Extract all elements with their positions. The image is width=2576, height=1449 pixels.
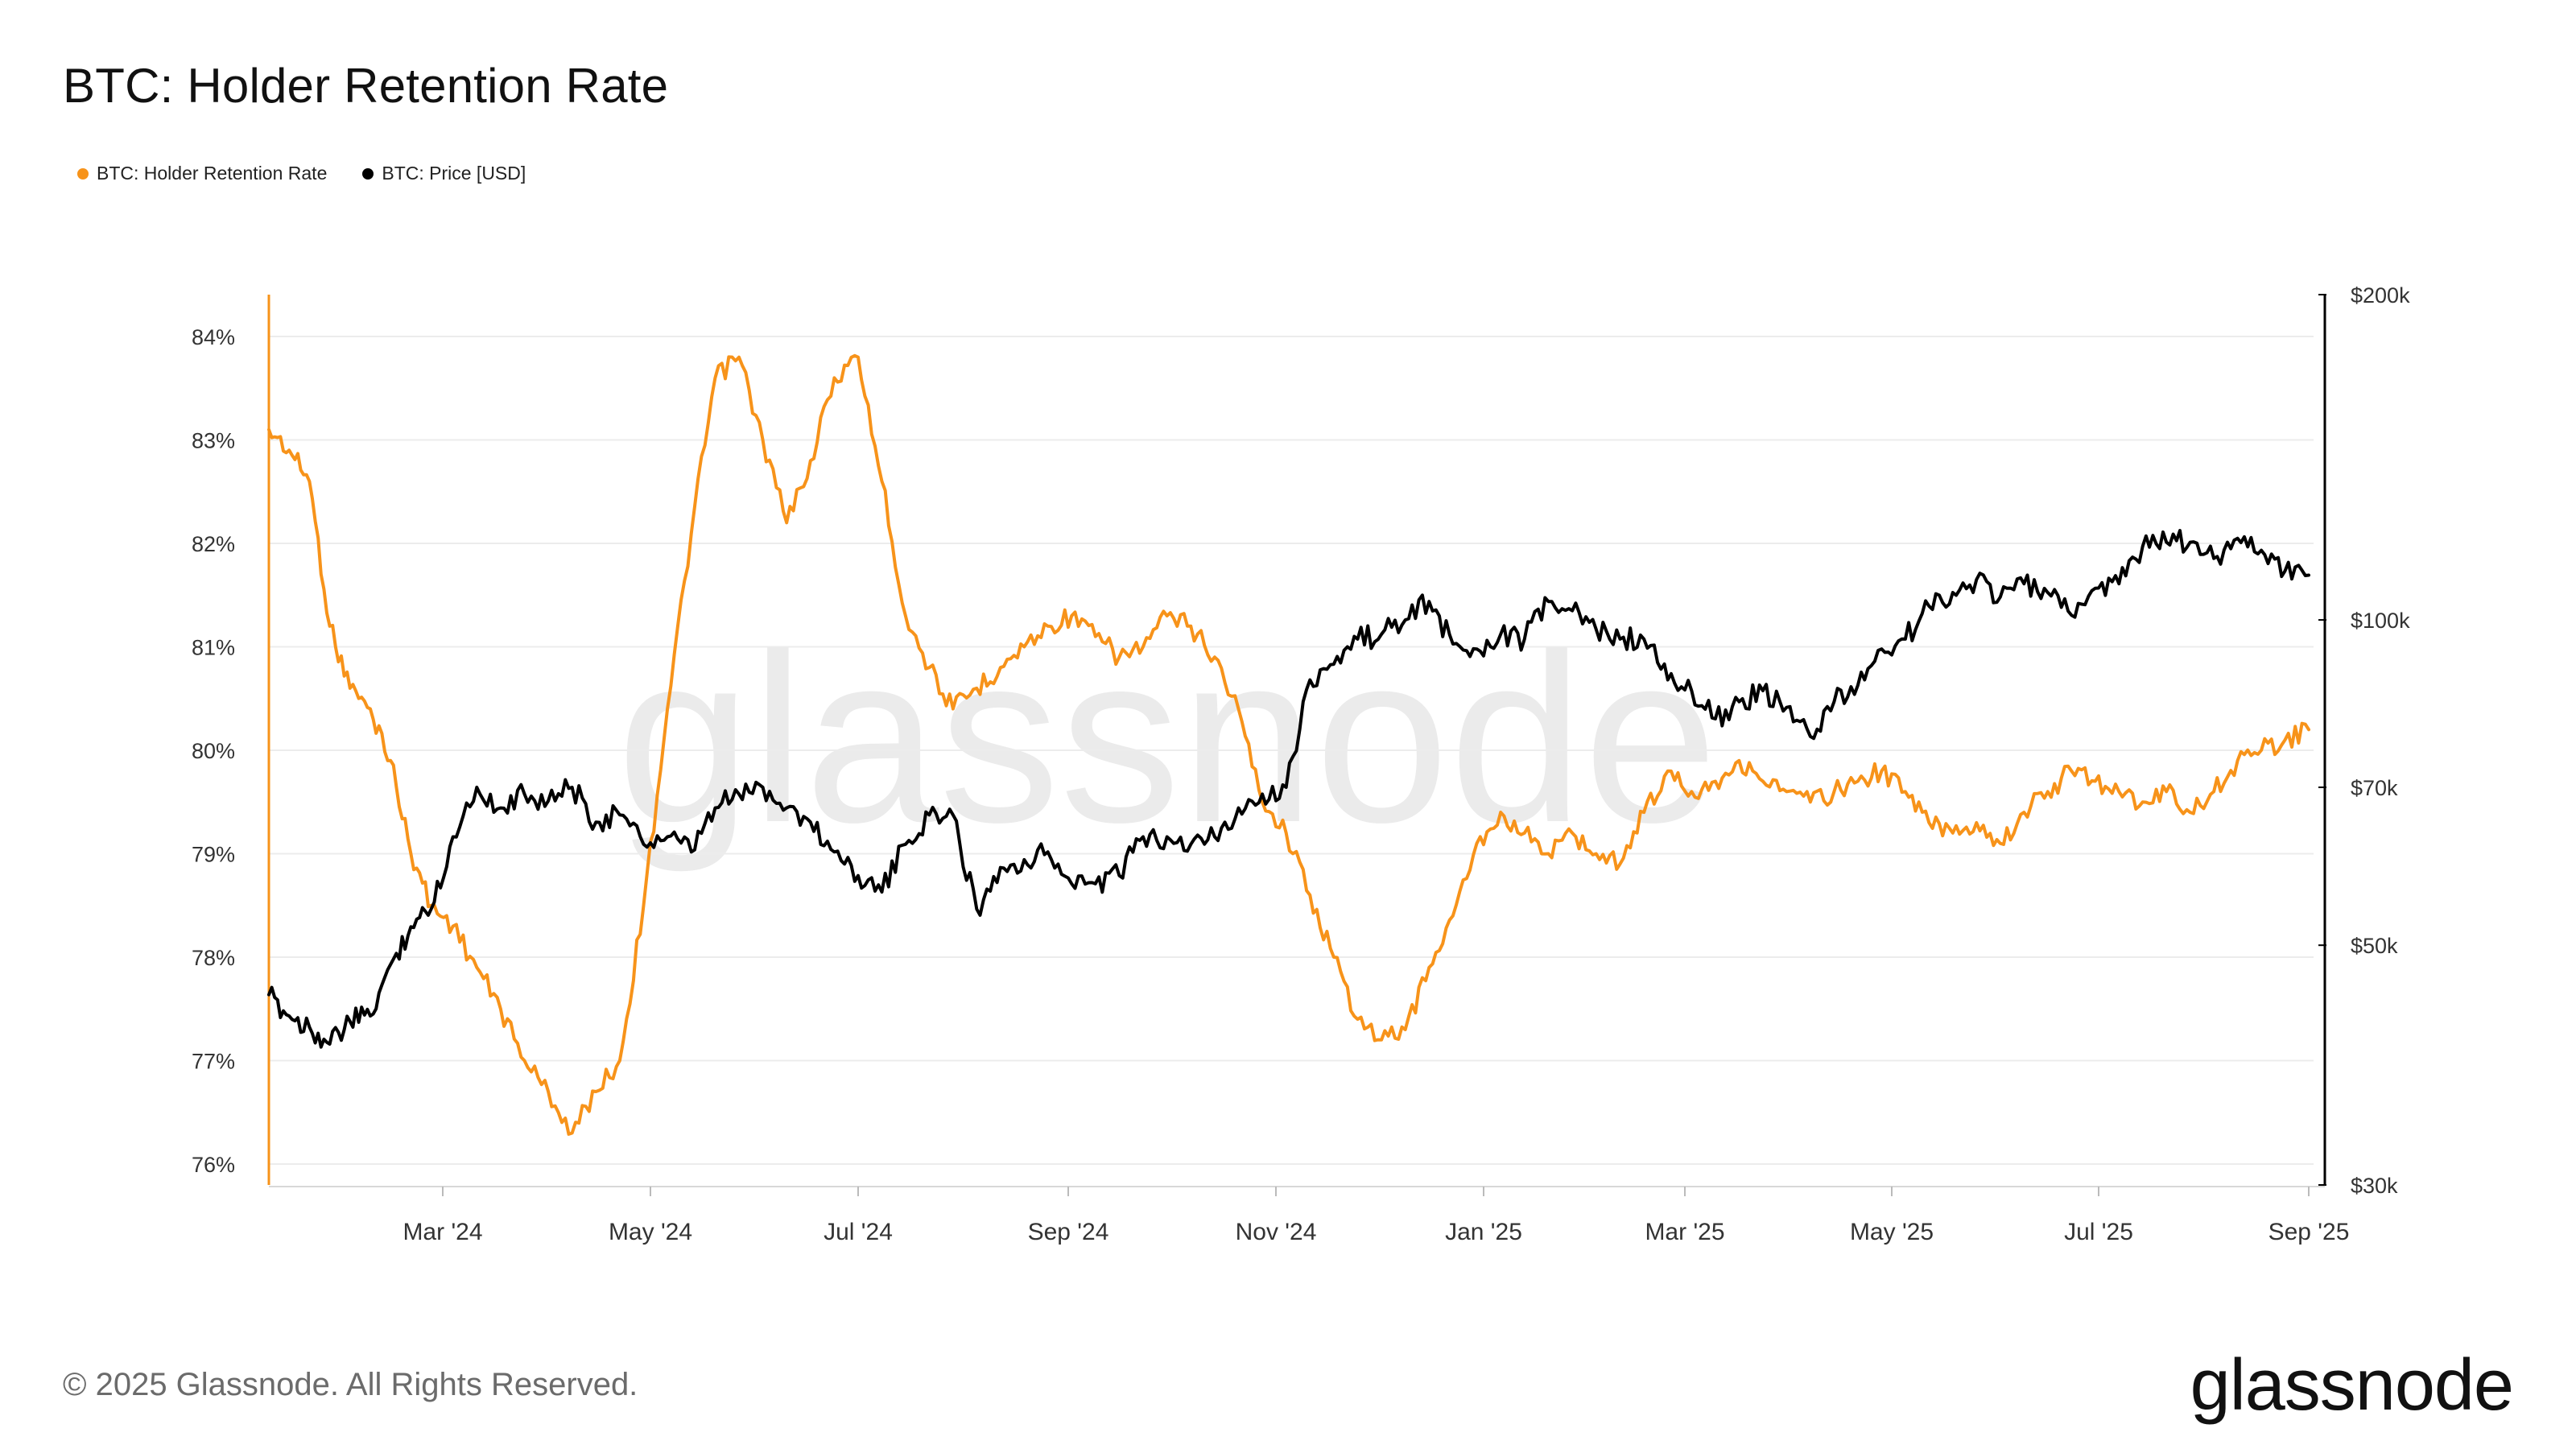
y-right-tick-label: $70k xyxy=(2351,776,2398,800)
x-tick-label: Jan '25 xyxy=(1445,1219,1522,1245)
legend-marker-retention xyxy=(77,167,89,180)
legend-label-price: BTC: Price [USD] xyxy=(382,163,526,184)
y-left-tick-label: 79% xyxy=(192,843,235,867)
x-tick-label: Mar '24 xyxy=(402,1219,482,1245)
legend-item-retention[interactable]: BTC: Holder Retention Rate xyxy=(77,163,327,184)
x-tick-label: May '25 xyxy=(1850,1219,1934,1245)
x-tick-label: Mar '25 xyxy=(1645,1219,1724,1245)
x-tick-label: Sep '24 xyxy=(1028,1219,1109,1245)
y-left-tick-label: 83% xyxy=(192,429,235,453)
x-tick-label: Sep '25 xyxy=(2268,1219,2350,1245)
y-right-tick-label: $100k xyxy=(2351,609,2410,633)
chart-title: BTC: Holder Retention Rate xyxy=(63,59,669,113)
legend-label-retention: BTC: Holder Retention Rate xyxy=(97,163,328,184)
grid-lines xyxy=(269,336,2314,1165)
series-lines xyxy=(267,353,2310,1136)
y-left-tick-label: 77% xyxy=(192,1050,235,1074)
y-left-tick-label: 81% xyxy=(192,636,235,660)
legend-marker-price xyxy=(362,167,374,180)
tick-labels: 84% 83% 82% 81% 80% 79% 78% 77% 76% $200k $100k $70… xyxy=(192,283,2410,1245)
y-left-tick-label: 82% xyxy=(192,532,235,556)
series-line-price[interactable] xyxy=(267,529,2310,1049)
y-left-tick-label: 78% xyxy=(192,946,235,970)
series-line-retention-rate[interactable] xyxy=(267,353,2310,1136)
copyright-text: © 2025 Glassnode. All Rights Reserved. xyxy=(63,1367,638,1402)
y-right-tick-label: $50k xyxy=(2351,934,2398,958)
y-left-tick-label: 80% xyxy=(192,739,235,763)
y-right-tick-label: $30k xyxy=(2351,1174,2398,1198)
axes xyxy=(267,294,2326,1196)
watermark: glassnode xyxy=(617,602,1718,874)
y-left-tick-label: 76% xyxy=(192,1153,235,1177)
y-left-tick-label: 84% xyxy=(192,325,235,349)
glassnode-logo[interactable]: glassnode xyxy=(2190,1345,2514,1426)
x-tick-label: Jul '24 xyxy=(824,1219,893,1245)
legend-item-price[interactable]: BTC: Price [USD] xyxy=(362,163,526,184)
x-tick-label: Jul '25 xyxy=(2064,1219,2133,1245)
legend: BTC: Holder Retention Rate BTC: Price [U… xyxy=(77,163,526,184)
x-tick-label: Nov '24 xyxy=(1236,1219,1317,1245)
y-right-tick-label: $200k xyxy=(2351,283,2410,308)
x-tick-label: May '24 xyxy=(609,1219,692,1245)
